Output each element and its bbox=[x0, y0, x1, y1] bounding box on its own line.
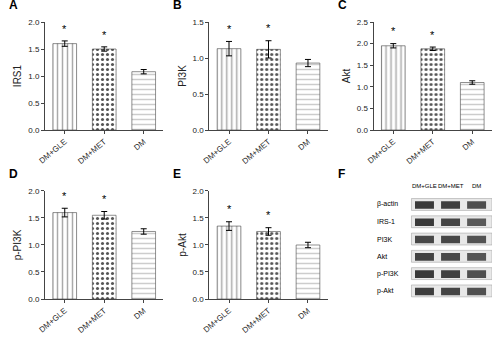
svg-text:2.0: 2.0 bbox=[193, 187, 205, 196]
svg-text:1.0: 1.0 bbox=[28, 241, 40, 250]
svg-text:E: E bbox=[173, 167, 181, 181]
svg-text:2.0: 2.0 bbox=[28, 187, 40, 196]
svg-text:β-actin: β-actin bbox=[377, 200, 398, 208]
svg-text:2.5: 2.5 bbox=[357, 18, 369, 27]
svg-text:1.5: 1.5 bbox=[28, 214, 40, 223]
svg-text:DM+MET: DM+MET bbox=[241, 137, 273, 166]
svg-text:0.5: 0.5 bbox=[193, 268, 205, 277]
svg-text:DM+MET: DM+MET bbox=[438, 183, 464, 189]
svg-text:DM: DM bbox=[132, 306, 148, 321]
svg-text:0.0: 0.0 bbox=[28, 295, 40, 304]
svg-text:DM+GLE: DM+GLE bbox=[202, 306, 233, 334]
svg-text:0.5: 0.5 bbox=[28, 99, 40, 108]
svg-text:2.0: 2.0 bbox=[28, 18, 40, 27]
svg-text:1.5: 1.5 bbox=[193, 214, 205, 223]
svg-text:1.5: 1.5 bbox=[193, 18, 205, 27]
svg-text:Akt: Akt bbox=[341, 69, 352, 84]
svg-text:0.5: 0.5 bbox=[193, 90, 205, 99]
svg-text:DM+GLE: DM+GLE bbox=[366, 137, 397, 165]
svg-text:Akt: Akt bbox=[377, 253, 387, 260]
svg-text:F: F bbox=[338, 167, 345, 181]
svg-text:p-PI3K: p-PI3K bbox=[12, 229, 23, 260]
svg-text:*: * bbox=[430, 29, 435, 41]
svg-text:0.5: 0.5 bbox=[357, 104, 369, 113]
svg-text:*: * bbox=[102, 193, 107, 205]
svg-text:PI3K: PI3K bbox=[377, 236, 393, 243]
svg-text:p-Akt: p-Akt bbox=[177, 233, 188, 257]
svg-text:DM+MET: DM+MET bbox=[241, 306, 273, 335]
svg-text:C: C bbox=[338, 0, 347, 12]
svg-text:DM: DM bbox=[472, 183, 481, 189]
svg-text:DM: DM bbox=[132, 137, 148, 152]
svg-text:IRS-1: IRS-1 bbox=[377, 218, 395, 225]
svg-text:*: * bbox=[266, 209, 271, 221]
svg-text:DM: DM bbox=[297, 137, 313, 152]
svg-text:D: D bbox=[9, 167, 18, 181]
svg-text:1.5: 1.5 bbox=[28, 45, 40, 54]
svg-text:DM+MET: DM+MET bbox=[76, 306, 108, 335]
svg-text:0.0: 0.0 bbox=[193, 295, 205, 304]
svg-text:p-PI3K: p-PI3K bbox=[377, 270, 399, 278]
svg-text:*: * bbox=[391, 25, 396, 37]
svg-text:DM: DM bbox=[461, 137, 477, 152]
svg-text:p-Akt: p-Akt bbox=[377, 287, 393, 295]
svg-text:0.0: 0.0 bbox=[28, 126, 40, 135]
svg-text:*: * bbox=[227, 203, 232, 215]
svg-text:1.0: 1.0 bbox=[28, 72, 40, 81]
svg-text:*: * bbox=[62, 23, 67, 35]
svg-text:DM+GLE: DM+GLE bbox=[412, 183, 437, 189]
svg-text:*: * bbox=[62, 190, 67, 202]
svg-text:DM+MET: DM+MET bbox=[405, 137, 437, 166]
svg-text:IRS1: IRS1 bbox=[12, 64, 23, 87]
svg-text:DM+MET: DM+MET bbox=[76, 137, 108, 166]
svg-text:*: * bbox=[102, 29, 107, 41]
svg-text:DM+GLE: DM+GLE bbox=[202, 137, 233, 165]
svg-text:DM+GLE: DM+GLE bbox=[37, 137, 68, 165]
svg-text:*: * bbox=[266, 22, 271, 34]
svg-text:0.0: 0.0 bbox=[193, 126, 205, 135]
svg-text:1.0: 1.0 bbox=[193, 54, 205, 63]
svg-text:B: B bbox=[173, 0, 182, 12]
svg-text:DM: DM bbox=[297, 306, 313, 321]
svg-text:0.5: 0.5 bbox=[28, 268, 40, 277]
svg-text:2.0: 2.0 bbox=[357, 39, 369, 48]
svg-text:*: * bbox=[227, 23, 232, 35]
svg-text:DM+GLE: DM+GLE bbox=[37, 306, 68, 334]
svg-text:1.0: 1.0 bbox=[193, 241, 205, 250]
svg-text:0.0: 0.0 bbox=[357, 126, 369, 135]
svg-text:PI3K: PI3K bbox=[177, 65, 188, 87]
svg-text:1.5: 1.5 bbox=[357, 61, 369, 70]
svg-text:1.0: 1.0 bbox=[357, 83, 369, 92]
svg-text:A: A bbox=[9, 0, 18, 12]
